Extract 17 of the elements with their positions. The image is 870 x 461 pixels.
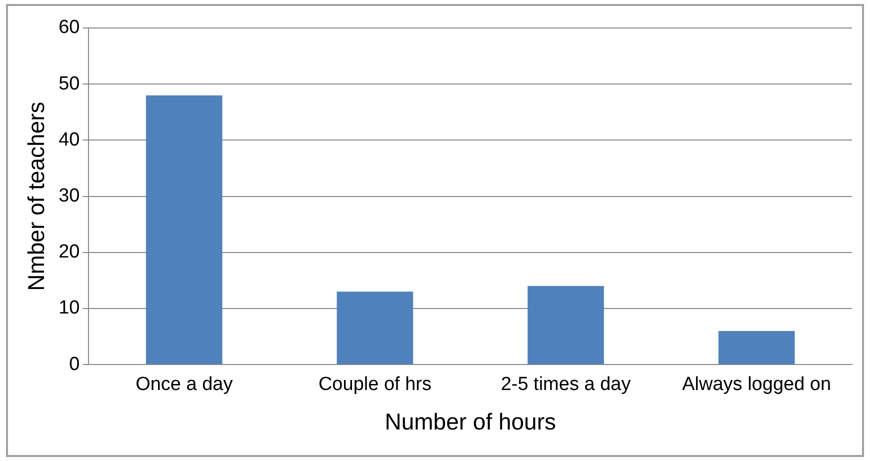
bar [146, 95, 222, 364]
y-tick-label: 10 [58, 298, 80, 319]
bar [528, 286, 604, 364]
x-axis-title: Number of hours [384, 408, 556, 435]
y-tick-label: 20 [58, 242, 80, 263]
y-tick-label: 0 [69, 354, 80, 375]
y-tick-label: 30 [58, 186, 80, 207]
y-tick-label: 50 [58, 73, 80, 94]
bar [336, 292, 414, 364]
y-tick-label: 60 [58, 17, 80, 38]
x-tick-label: Once a day [136, 374, 234, 396]
bar [718, 330, 795, 364]
y-tick-label: 40 [58, 129, 80, 150]
x-tick-label: Always logged on [682, 374, 832, 396]
x-tick-label: Couple of hrs [318, 374, 432, 396]
x-tick-label: 2-5 times a day [500, 374, 632, 396]
y-axis-title: Nmber of teachers [23, 102, 50, 291]
